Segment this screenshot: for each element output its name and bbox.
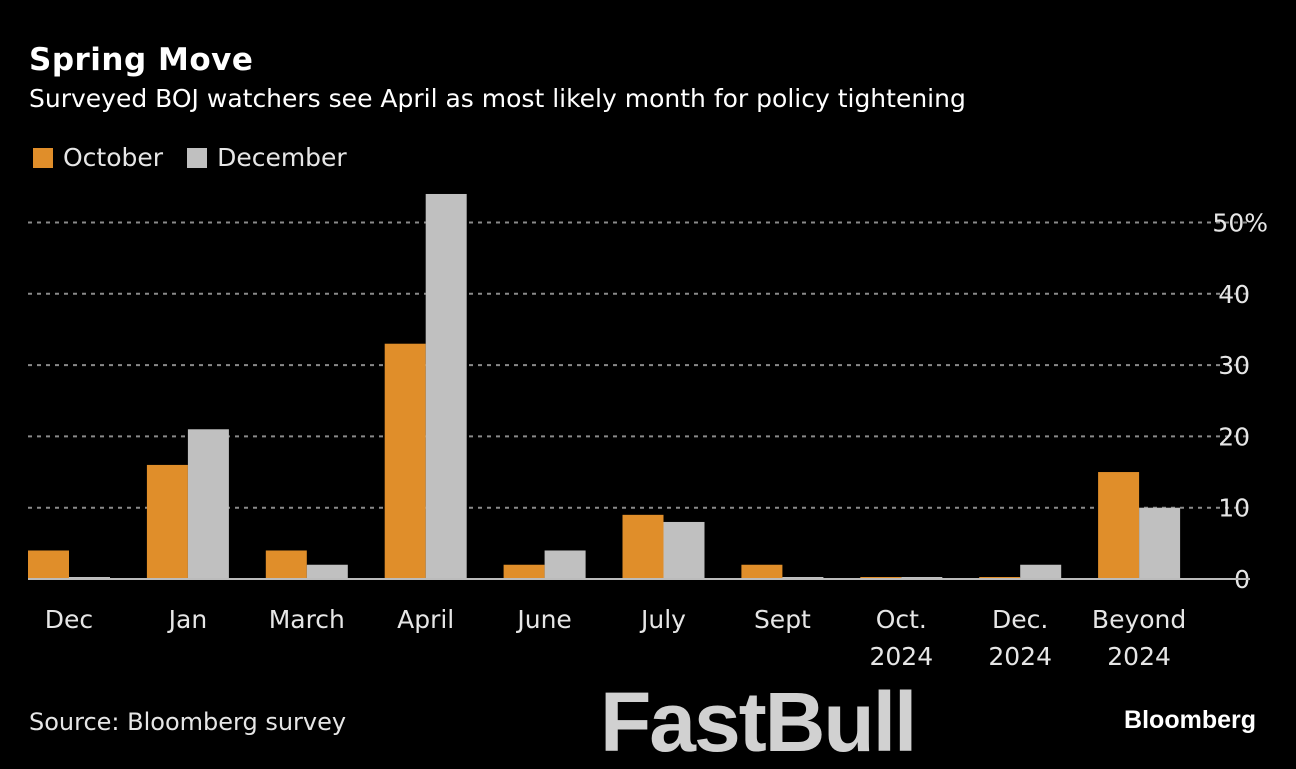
legend-item-october: October	[33, 143, 163, 172]
bar-october	[146, 464, 188, 579]
y-tick-label: 50%	[1212, 209, 1268, 238]
watermark-logo: FastBull	[600, 675, 917, 769]
bar-october	[622, 514, 664, 579]
legend-label-december: December	[217, 143, 347, 172]
x-tick-label: June	[515, 605, 571, 634]
bloomberg-logo: Bloomberg	[1124, 706, 1256, 734]
x-tick-label: Jan	[167, 605, 208, 634]
bar-december	[1139, 507, 1181, 579]
chart-subtitle: Surveyed BOJ watchers see April as most …	[29, 84, 966, 113]
bar-october	[265, 550, 307, 579]
bar-december	[425, 193, 467, 580]
legend-swatch-december	[187, 147, 208, 168]
bar-december	[663, 521, 705, 579]
x-tick-label: Dec.	[992, 605, 1048, 634]
chart-title: Spring Move	[29, 42, 254, 78]
y-tick-label: 20	[1218, 422, 1250, 451]
legend-item-december: December	[187, 143, 347, 172]
legend-swatch-october	[33, 147, 53, 168]
bar-october	[384, 343, 426, 579]
x-tick-label: March	[269, 605, 345, 634]
y-tick-label: 40	[1218, 280, 1250, 309]
bar-december	[1020, 564, 1062, 579]
bar-december	[544, 550, 586, 579]
bar-october	[1098, 472, 1140, 579]
legend-label-october: October	[63, 143, 164, 172]
x-tick-label: 2024	[1107, 642, 1171, 671]
x-tick-label: 2024	[988, 642, 1052, 671]
bar-december	[187, 429, 229, 579]
bar-october	[741, 564, 783, 579]
legend: October December	[33, 143, 371, 172]
bar-october	[503, 564, 545, 579]
bar-october	[28, 550, 69, 579]
y-tick-label: 10	[1218, 494, 1250, 523]
x-tick-label: 2024	[869, 642, 933, 671]
x-tick-label: Beyond	[1092, 605, 1186, 634]
x-tick-label: Oct.	[876, 605, 927, 634]
x-tick-label: Sept	[754, 605, 811, 634]
x-tick-label: July	[639, 605, 686, 634]
y-tick-label: 30	[1218, 351, 1250, 380]
x-tick-label: Dec	[45, 605, 93, 634]
bar-december	[306, 564, 348, 579]
source-note: Source: Bloomberg survey	[29, 708, 347, 736]
x-tick-label: April	[397, 605, 454, 634]
